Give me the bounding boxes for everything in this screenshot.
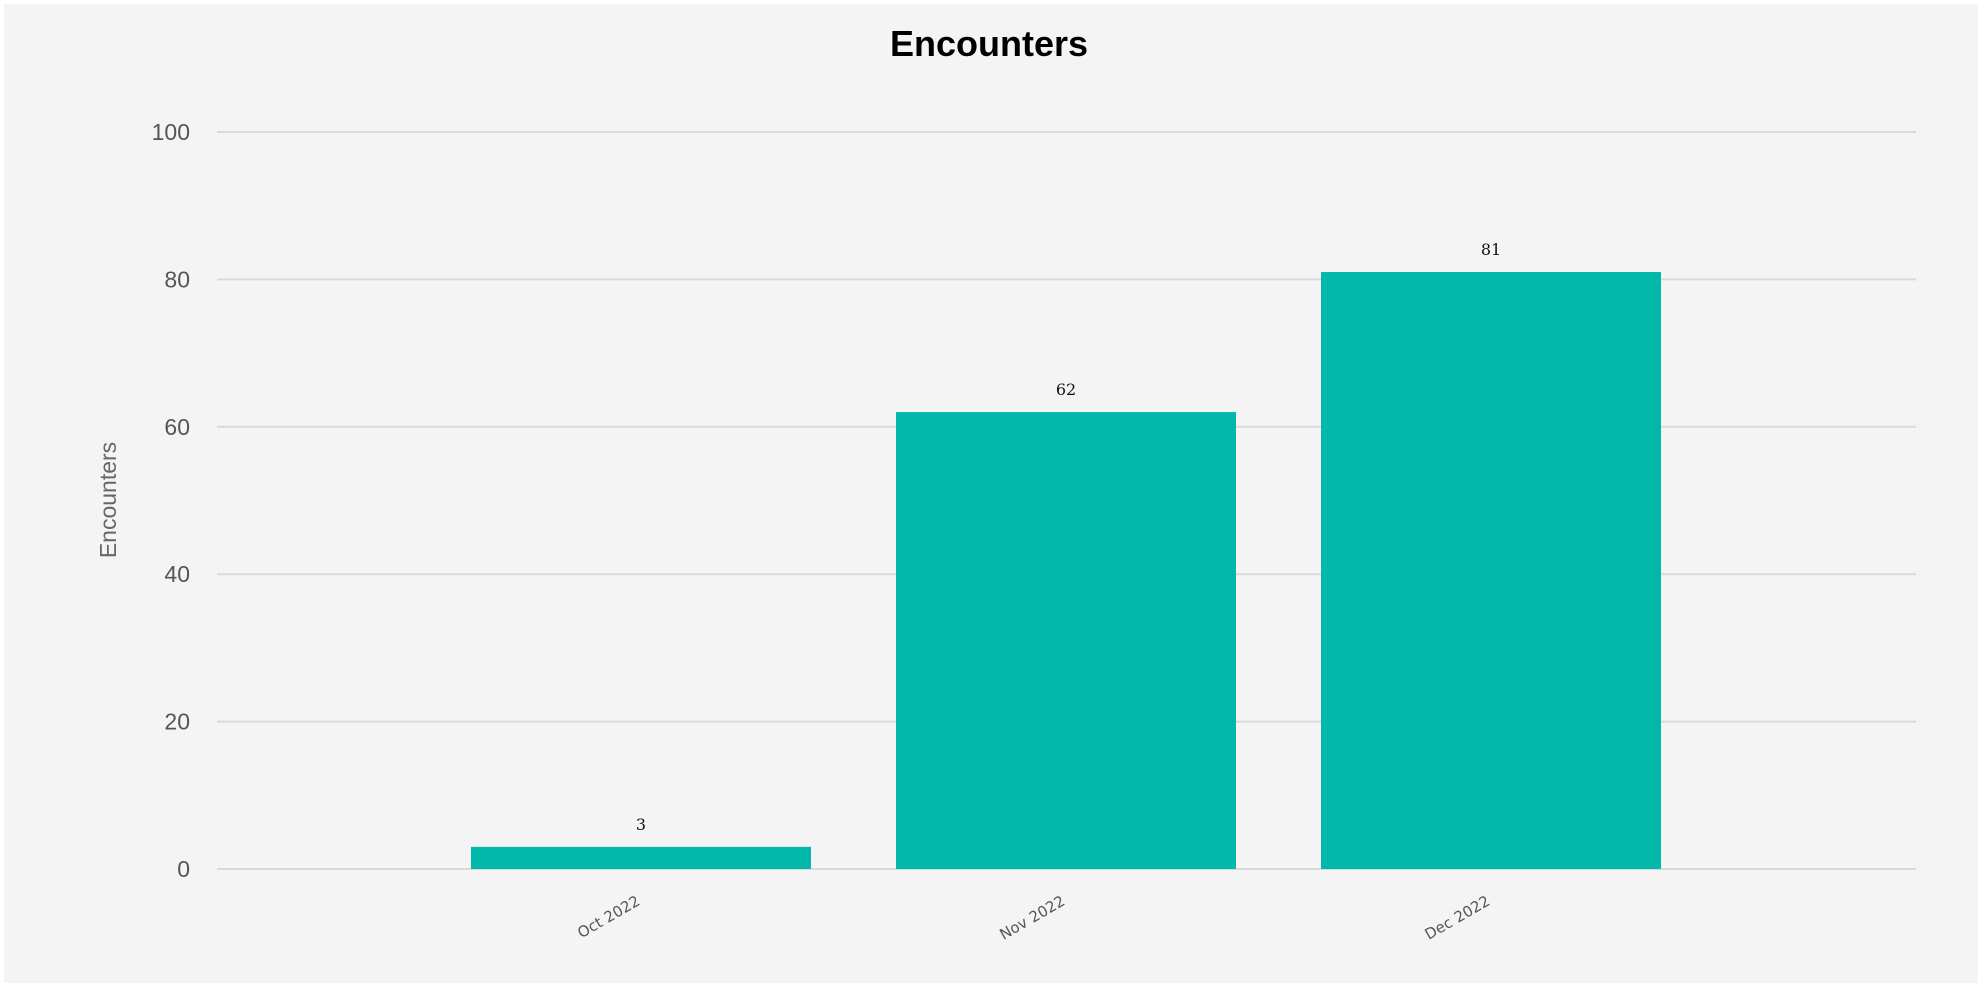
x-tick-label: Dec 2022: [1422, 892, 1493, 944]
bar: [1321, 272, 1661, 869]
y-axis-label: Encounters: [95, 442, 121, 558]
y-tick-label: 0: [177, 856, 190, 882]
x-tick-label: Nov 2022: [996, 892, 1068, 944]
data-labels: 3 62 81: [636, 240, 1501, 834]
bar: [471, 846, 811, 869]
y-tick-label: 20: [164, 709, 190, 735]
x-tick-label: Oct 2022: [574, 892, 643, 942]
data-label: 62: [1056, 380, 1076, 399]
data-label: 3: [636, 815, 646, 834]
chart-panel: Encounters Encounters 0 20 40 60 80 100 3 62 81…: [4, 4, 1978, 983]
bar: [896, 412, 1236, 869]
bar-chart: Encounters Encounters 0 20 40 60 80 100 3 62 81…: [95, 23, 1916, 944]
y-tick-label: 80: [164, 266, 190, 292]
chart-title: Encounters: [890, 23, 1088, 64]
y-axis-ticks: 0 20 40 60 80 100: [152, 119, 190, 882]
y-tick-label: 40: [164, 561, 190, 587]
x-axis-ticks: Oct 2022 Nov 2022 Dec 2022: [574, 892, 1493, 944]
y-tick-label: 60: [164, 414, 190, 440]
data-label: 81: [1481, 240, 1501, 259]
y-tick-label: 100: [152, 119, 190, 145]
bars: [471, 272, 1661, 869]
